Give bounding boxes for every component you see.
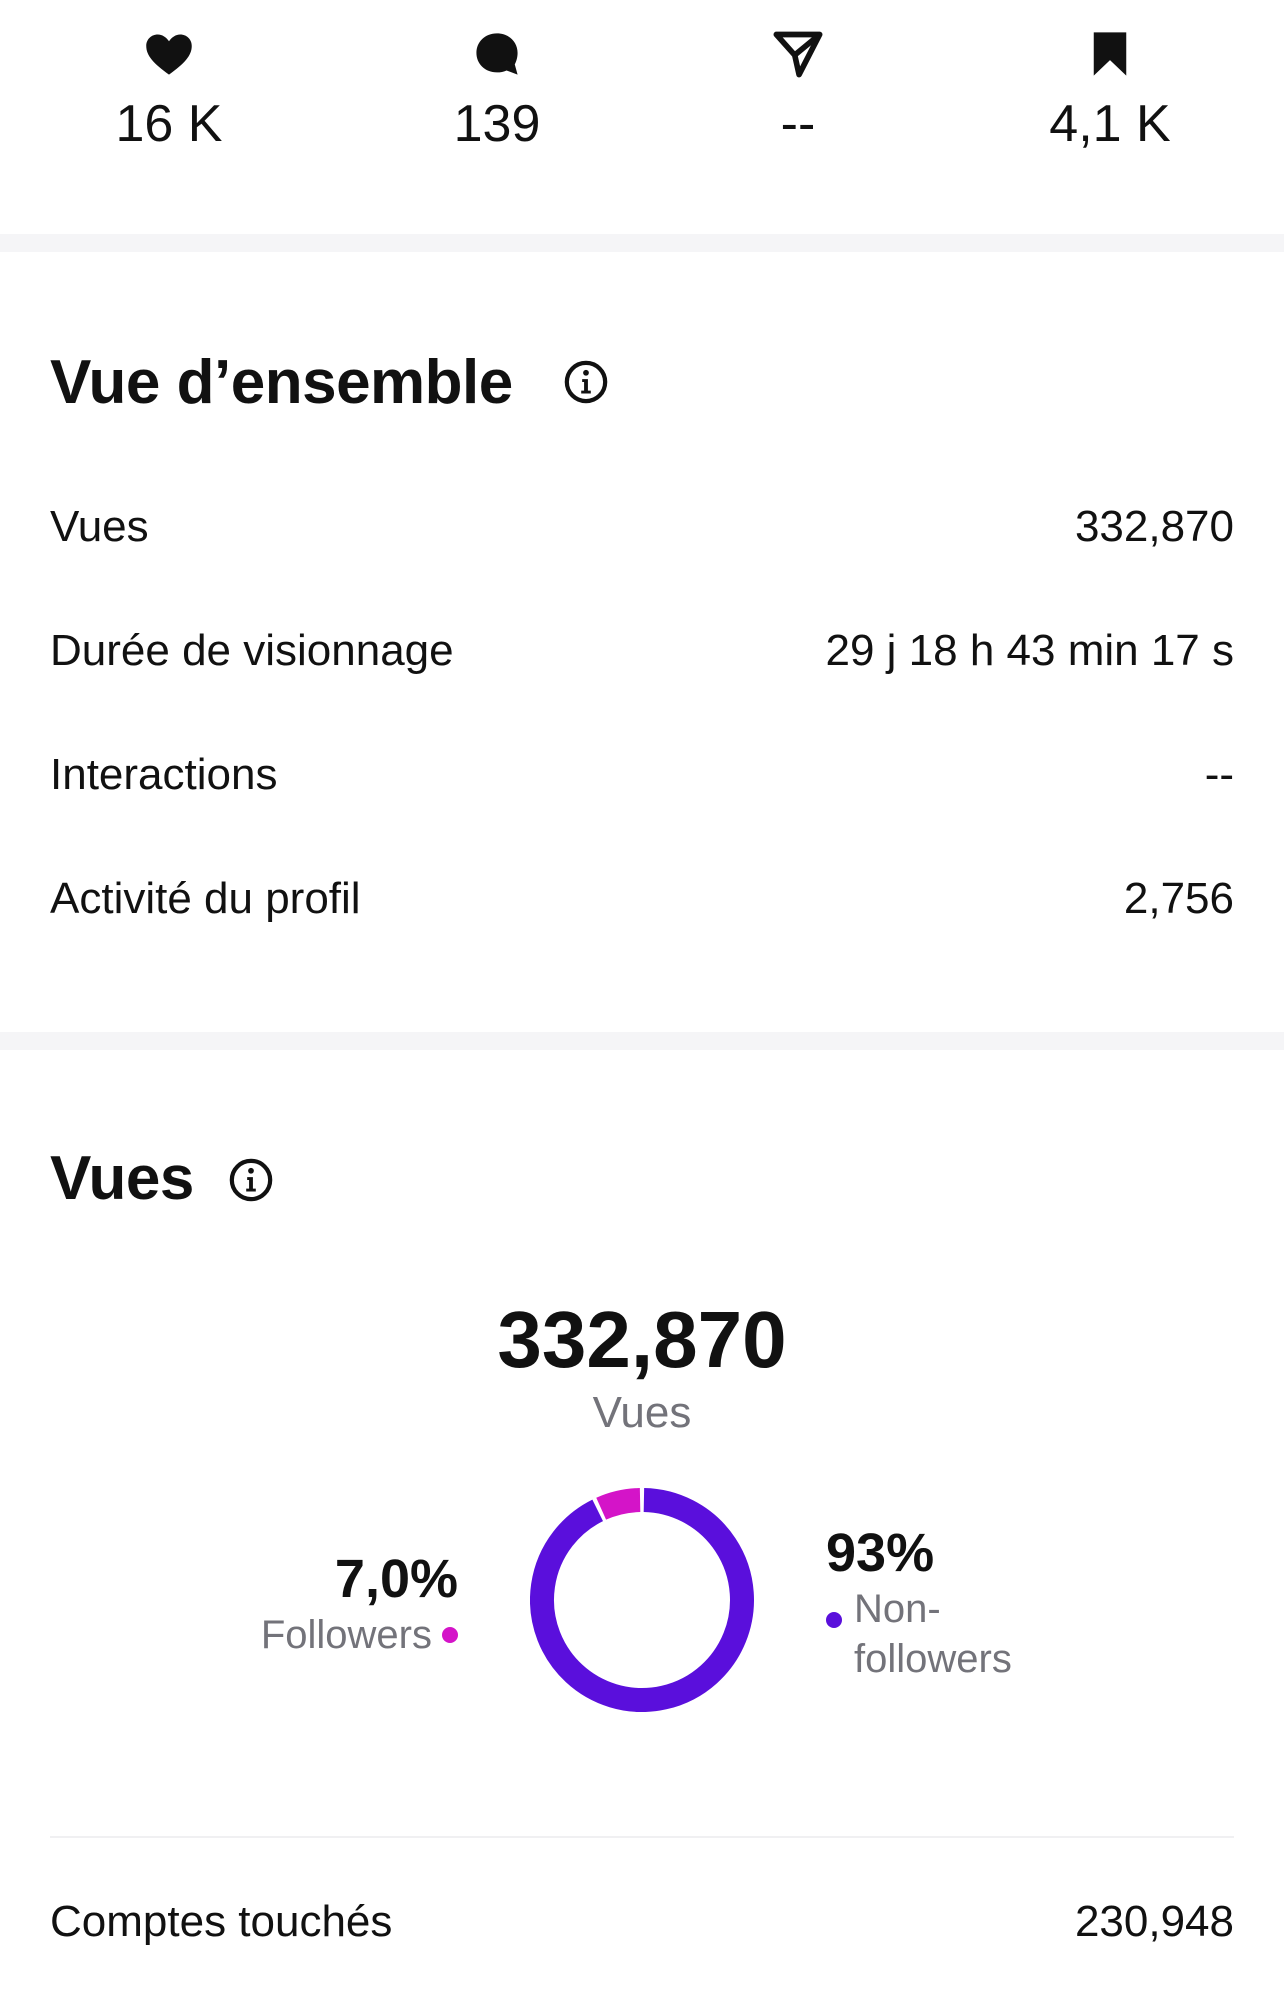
metric-row-interactions[interactable]: Interactions -- (50, 740, 1234, 810)
metric-value: 230,948 (1074, 1897, 1234, 1946)
send-icon (773, 31, 823, 78)
metric-value: 29 j 18 h 43 min 17 s (825, 626, 1234, 675)
metric-label: Interactions (50, 750, 278, 799)
row-divider (50, 1836, 1234, 1838)
views-total: 332,870 (497, 1295, 787, 1384)
bookmark-icon (1093, 32, 1127, 76)
non-followers-legend: 93% Non-followers (826, 1522, 1074, 1684)
followers-segment (596, 1488, 641, 1520)
metric-label: Durée de visionnage (50, 626, 454, 675)
metric-row-accounts-reached[interactable]: Comptes touchés 230,948 (50, 1887, 1234, 1957)
views-caption: Vues (592, 1388, 692, 1437)
views-donut-chart (530, 1488, 754, 1712)
followers-legend-label-row: Followers (261, 1610, 458, 1660)
non-followers-segment (530, 1488, 754, 1712)
non-followers-legend-label-row: Non-followers (826, 1584, 1074, 1684)
metric-value: -- (1204, 750, 1234, 799)
saves-stat: 4,1 K (1000, 28, 1220, 154)
comments-count: 139 (453, 95, 541, 153)
overview-title: Vue d’ensemble (50, 348, 513, 417)
metric-label: Activité du profil (50, 874, 361, 923)
likes-count: 16 K (115, 95, 223, 153)
non-followers-percent: 93% (826, 1523, 935, 1583)
section-divider (0, 1032, 1284, 1050)
shares-stat: -- (688, 28, 908, 154)
non-followers-label: Non-followers (854, 1587, 1012, 1681)
non-followers-dot (826, 1612, 842, 1628)
metric-label: Vues (50, 502, 149, 551)
comment-icon (476, 33, 518, 75)
heart-icon (146, 34, 192, 75)
section-divider (0, 234, 1284, 252)
overview-info-icon[interactable] (563, 359, 609, 405)
saves-count: 4,1 K (1049, 95, 1171, 153)
comments-stat: 139 (387, 28, 607, 154)
followers-dot (442, 1627, 458, 1643)
followers-legend: 7,0% Followers (261, 1548, 458, 1660)
followers-label: Followers (260, 1613, 432, 1657)
metric-value: 332,870 (1074, 502, 1234, 551)
shares-count: -- (780, 95, 816, 153)
engagement-stats: 16 K 139 -- 4,1 K (0, 0, 1284, 234)
metric-row-watch-time: Durée de visionnage 29 j 18 h 43 min 17 … (50, 616, 1234, 686)
metric-row-views: Vues 332,870 (50, 492, 1234, 562)
likes-stat: 16 K (59, 28, 279, 154)
metric-label: Comptes touchés (50, 1897, 393, 1946)
followers-percent: 7,0% (334, 1549, 458, 1609)
metric-row-profile-activity[interactable]: Activité du profil 2,756 (50, 864, 1234, 934)
views-info-icon[interactable] (228, 1157, 274, 1203)
views-title: Vues (50, 1144, 194, 1213)
metric-value: 2,756 (1123, 874, 1234, 923)
